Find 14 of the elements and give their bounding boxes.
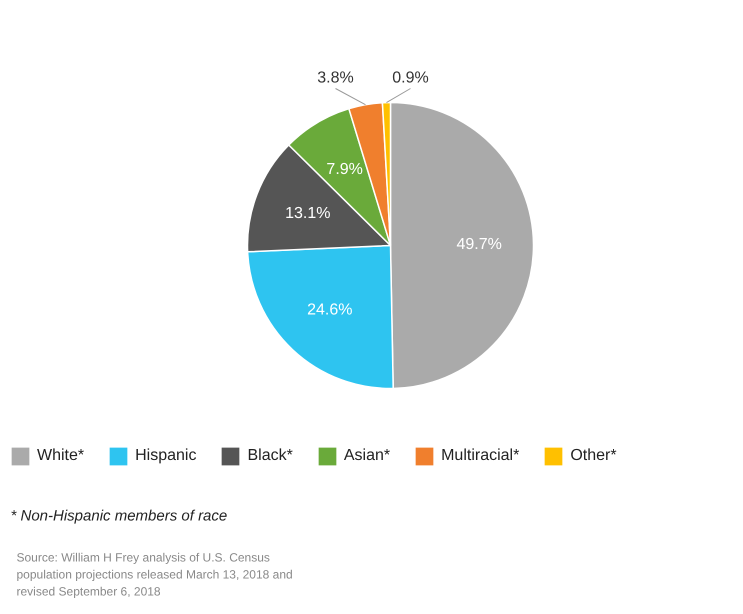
source-note: Source: William H Frey analysis of U.S. Census population projections released March 13, 2018 and revised September 6, 2018 bbox=[16, 550, 293, 598]
data-label: 49.7% bbox=[456, 236, 502, 254]
data-label: 0.9% bbox=[392, 70, 429, 86]
data-label: 24.6% bbox=[307, 302, 352, 319]
legend-label: Asian* bbox=[344, 447, 390, 465]
legend-label: Other* bbox=[570, 447, 617, 465]
legend-label: Multiracial* bbox=[441, 447, 520, 465]
legend-label: White* bbox=[37, 447, 84, 465]
data-label: 7.9% bbox=[326, 161, 363, 178]
legend-label: Hispanic bbox=[135, 447, 196, 465]
data-label: 3.8% bbox=[317, 70, 354, 86]
data-label: 13.1% bbox=[285, 205, 330, 222]
text: * Non-Hispanic members of race bbox=[10, 508, 228, 524]
legend-label: Black* bbox=[247, 447, 293, 465]
